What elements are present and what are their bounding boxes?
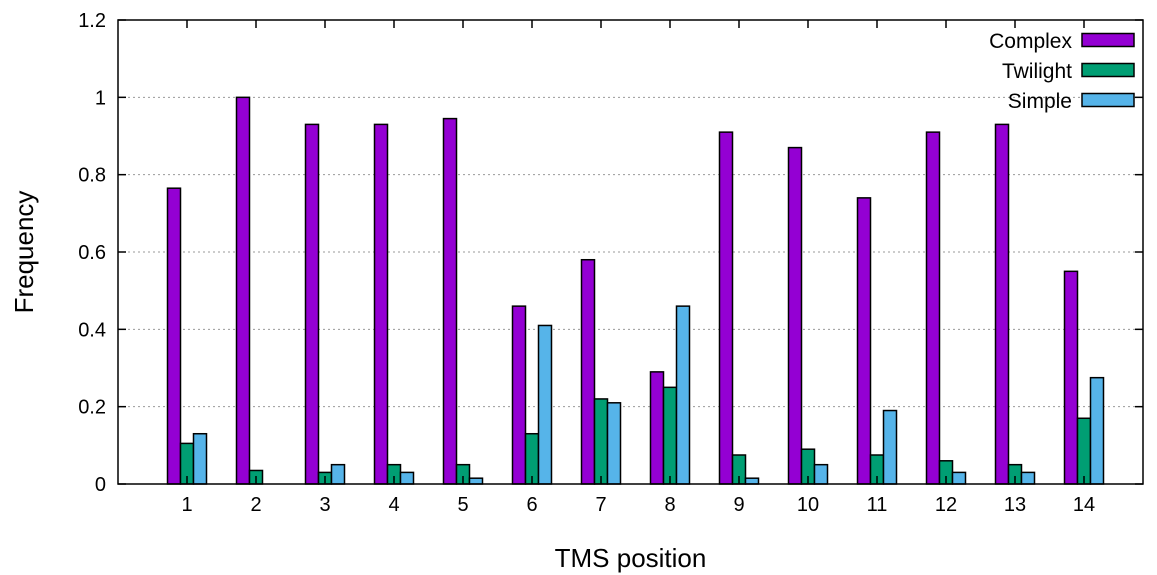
y-tick-label: 0 — [95, 474, 106, 496]
bar-simple — [882, 409, 898, 485]
legend-swatch — [1081, 92, 1135, 108]
bar-simple — [330, 463, 346, 485]
bar-complex — [856, 197, 872, 485]
bar-twilight — [662, 386, 678, 485]
bar-complex — [235, 96, 251, 485]
legend-label: Complex — [989, 30, 1072, 53]
bar-twilight — [1076, 417, 1092, 485]
y-tick-label: 0.4 — [78, 319, 106, 341]
legend-swatch — [1081, 32, 1135, 48]
bar-complex — [994, 123, 1010, 485]
bar-complex — [373, 123, 389, 485]
x-tick-label: 10 — [797, 494, 819, 516]
bar-simple — [1020, 471, 1036, 485]
x-tick-label: 9 — [733, 494, 744, 516]
bar-complex — [718, 131, 734, 485]
bar-simple — [468, 477, 484, 485]
bar-simple — [606, 402, 622, 485]
x-axis-title: TMS position — [555, 543, 707, 573]
y-tick-label: 0.2 — [78, 397, 106, 419]
bar-complex — [442, 117, 458, 485]
bar-complex — [304, 123, 320, 485]
x-tick-label: 11 — [867, 494, 888, 516]
bar-complex — [580, 258, 596, 485]
bar-complex — [511, 305, 527, 485]
x-tick-label: 7 — [595, 494, 606, 516]
bar-complex — [787, 146, 803, 485]
legend-label: Simple — [1008, 90, 1072, 113]
y-tick-label: 1.2 — [78, 10, 106, 32]
x-tick-label: 12 — [935, 494, 957, 516]
bar-complex — [1063, 270, 1079, 485]
bar-complex — [925, 131, 941, 485]
x-tick-label: 6 — [526, 494, 537, 516]
grid-lines — [118, 96, 1143, 408]
bar-twilight — [593, 398, 609, 485]
x-tick-label: 1 — [181, 494, 192, 516]
bar-complex — [166, 187, 182, 485]
bar-simple — [744, 477, 760, 485]
bar-simple — [1089, 376, 1105, 485]
y-tick-label: 0.6 — [78, 242, 106, 264]
y-axis-title: Frequency — [9, 191, 39, 314]
y-tick-label: 0.8 — [78, 165, 106, 187]
bars — [166, 96, 1105, 485]
bar-complex — [649, 371, 665, 485]
legend-label: Twilight — [1002, 60, 1072, 83]
bar-simple — [192, 432, 208, 485]
x-tick-label: 4 — [388, 494, 399, 516]
x-tick-label: 2 — [250, 494, 261, 516]
bar-simple — [951, 471, 967, 485]
legend-swatch — [1081, 62, 1135, 78]
x-tick-label: 14 — [1073, 494, 1095, 516]
bar-simple — [537, 324, 553, 485]
y-tick-label: 1 — [95, 87, 106, 109]
x-tick-label: 5 — [457, 494, 468, 516]
x-axis: 1 2 3 4 5 6 7 8 9 10 11 12 13 14 — [181, 20, 1095, 516]
x-tick-label: 3 — [319, 494, 330, 516]
x-tick-label: 13 — [1004, 494, 1026, 516]
bar-simple — [399, 471, 415, 485]
x-tick-label: 8 — [664, 494, 675, 516]
legend: Complex Twilight Simple — [989, 30, 1135, 113]
bar-simple — [675, 305, 691, 485]
bar-simple — [813, 463, 829, 485]
y-axis: 0 0.2 0.4 0.6 0.8 1 1.2 — [78, 10, 1143, 496]
